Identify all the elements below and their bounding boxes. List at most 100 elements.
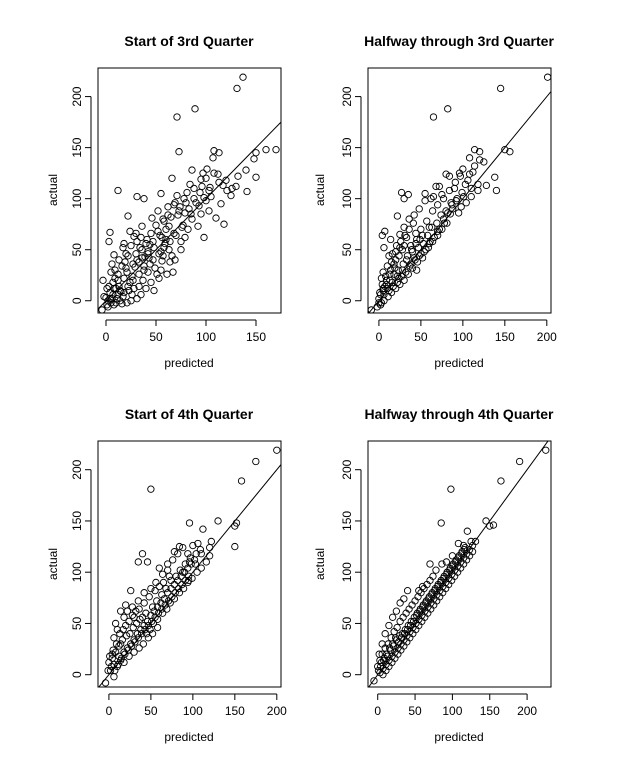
data-point [252, 457, 260, 466]
data-point [206, 183, 214, 192]
data-point [106, 666, 115, 675]
data-point [442, 207, 450, 215]
data-point [153, 615, 162, 623]
data-point [165, 572, 174, 580]
data-point [434, 201, 442, 209]
data-point [239, 73, 247, 81]
data-point [370, 677, 378, 685]
reference-line [368, 90, 551, 313]
data-point [159, 252, 167, 260]
data-point [174, 211, 182, 219]
data-point [170, 229, 178, 238]
data-point [154, 227, 162, 235]
data-point [417, 225, 425, 233]
data-point [368, 306, 376, 313]
data-point [120, 288, 128, 297]
data-point [145, 593, 153, 601]
data-point [128, 603, 137, 611]
data-point [207, 537, 215, 546]
data-point [442, 558, 451, 566]
y-tick-label: 50 [70, 243, 84, 257]
x-tick-label: 0 [374, 704, 381, 718]
data-point [151, 587, 159, 595]
data-point [475, 148, 484, 156]
data-point [438, 560, 446, 568]
x-axis-label: predicted [164, 356, 213, 370]
data-point [482, 517, 490, 525]
data-point [135, 644, 143, 652]
data-point [105, 237, 113, 246]
data-point [129, 623, 137, 632]
data-point [171, 256, 179, 264]
data-point [400, 595, 408, 603]
data-point [198, 182, 206, 191]
data-point [142, 609, 150, 617]
data-point [155, 582, 163, 591]
data-point [117, 607, 125, 615]
data-point [118, 636, 126, 644]
data-point [393, 278, 402, 287]
data-point [120, 239, 128, 248]
data-point [262, 146, 270, 154]
data-point [444, 105, 452, 113]
data-point [119, 244, 127, 252]
y-axis-label: actual [46, 174, 60, 206]
data-point [108, 260, 116, 268]
data-point [423, 217, 431, 225]
data-point [153, 270, 161, 278]
data-point [188, 215, 196, 223]
data-point [433, 219, 441, 227]
data-point [148, 214, 156, 222]
data-point [117, 640, 125, 648]
plot-title: Halfway through 4th Quarter [364, 406, 554, 422]
data-point [405, 225, 413, 233]
data-point [188, 574, 196, 582]
data-point [184, 225, 192, 233]
data-point [390, 260, 398, 268]
data-point [124, 252, 132, 260]
data-point [120, 613, 128, 621]
data-point [118, 262, 126, 270]
data-point [455, 169, 464, 177]
data-point [403, 587, 412, 595]
x-tick-label: 150 [225, 704, 245, 718]
data-point [429, 192, 438, 201]
data-point [387, 235, 395, 244]
data-point [401, 231, 409, 240]
data-point [243, 187, 251, 196]
y-tick-label: 50 [70, 616, 84, 630]
data-point [140, 195, 148, 203]
data-point [403, 252, 412, 260]
data-point [396, 230, 404, 239]
data-point [101, 679, 110, 687]
data-point [424, 244, 433, 252]
data-point [134, 558, 142, 566]
data-point [135, 282, 143, 291]
data-point [180, 195, 188, 203]
data-point [169, 556, 177, 564]
data-point [148, 630, 157, 638]
data-point [412, 239, 420, 248]
data-point [396, 599, 404, 607]
data-point [177, 246, 185, 254]
data-point [159, 578, 168, 587]
data-point [147, 229, 155, 238]
data-point [234, 172, 242, 180]
data-point [119, 625, 127, 634]
reference-line [98, 121, 281, 310]
data-point [142, 239, 150, 248]
data-point [181, 560, 189, 568]
data-point [205, 543, 214, 552]
data-point [459, 165, 467, 173]
data-point [429, 113, 438, 121]
data-point [378, 650, 386, 658]
data-point [174, 576, 182, 585]
data-point [190, 184, 198, 193]
data-point [186, 180, 194, 189]
data-point [162, 584, 170, 593]
data-point [252, 149, 260, 157]
data-point [179, 584, 188, 593]
x-axis-label: predicted [164, 730, 213, 744]
data-point [136, 244, 144, 252]
data-point [199, 525, 207, 533]
